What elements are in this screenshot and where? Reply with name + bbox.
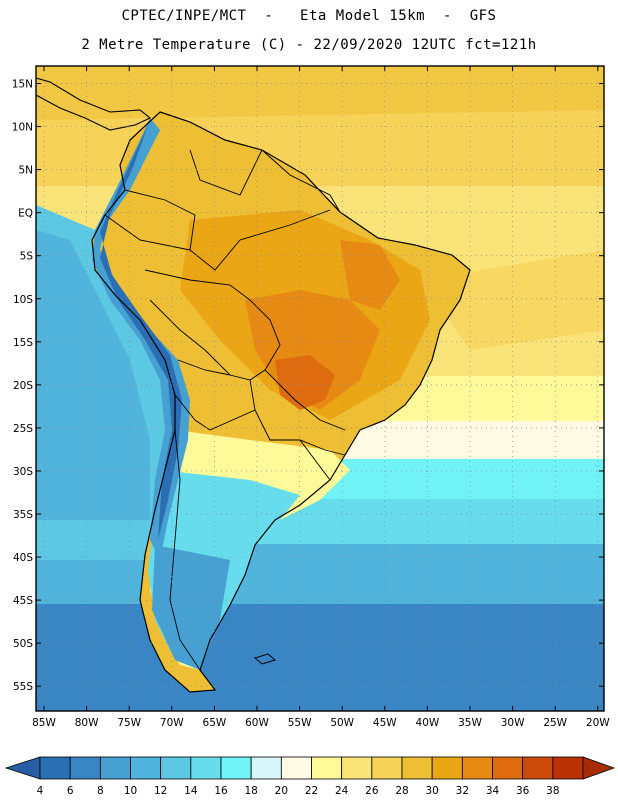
lat-label: 5N (18, 165, 33, 177)
lon-label: 80W (75, 717, 99, 729)
colorbar-swatch (522, 756, 554, 780)
temperature-field (36, 66, 604, 711)
colorbar-label: 18 (244, 785, 257, 797)
colorbar-swatch (39, 756, 71, 780)
chart-title-line-2: 2 Metre Temperature (C) - 22/09/2020 12U… (81, 37, 537, 53)
colorbar-label: 24 (335, 785, 349, 797)
lat-label: 50S (13, 638, 33, 650)
colorbar-swatch (371, 756, 403, 780)
colorbar-label: 26 (365, 785, 379, 797)
lon-label: 70W (160, 717, 184, 729)
colorbar-swatch (280, 756, 312, 780)
colorbar-label: 10 (124, 785, 137, 797)
mato-grosso-hottest-zone (275, 355, 335, 410)
country-borders (104, 149, 346, 671)
longitude-axis: 85W 80W 75W 70W 65W 60W 55W 50W 45W 40W 35W 30W 25W 2… (32, 66, 610, 729)
lat-label: 15S (13, 337, 33, 349)
pacific-colder-water (36, 230, 150, 520)
latitude-axis: 15N 10N 5N EQ 5S 10S 15S 20S 25S 30S 35S 40S 45S 50S 5… (12, 79, 604, 693)
colorbar-label: 8 (97, 785, 104, 797)
colorbar-label: 36 (516, 785, 530, 797)
chart-title-line-1: CPTEC/INPE/MCT - Eta Model 15km - GFS (121, 8, 497, 24)
lat-label: 20S (13, 380, 33, 392)
caribbean-warm-area (36, 66, 604, 120)
lon-label: 45W (373, 717, 397, 729)
lat-label: 45S (13, 595, 33, 607)
colorbar-label: 12 (154, 785, 167, 797)
coastline (91, 111, 471, 693)
temperature-colorbar: 4 6 8 10 12 14 16 18 20 22 24 26 28 30 32 34 36 38 (4, 756, 616, 797)
central-america-coastline (36, 77, 152, 131)
colorbar-label: 32 (456, 785, 469, 797)
lon-label: 25W (543, 717, 567, 729)
colorbar-labels: 4 6 8 10 12 14 16 18 20 22 24 26 28 30 32 34 36 38 (37, 785, 560, 797)
map-frame (35, 65, 605, 712)
andes-cold-strip (92, 118, 190, 560)
lat-label: 30S (13, 466, 33, 478)
colorbar-swatch (492, 756, 524, 780)
band-deep-blue (36, 604, 604, 711)
colorbar-swatch (190, 756, 222, 780)
colorbar-label: 20 (275, 785, 288, 797)
colorbar-label: 38 (546, 785, 559, 797)
colorbar-swatch (461, 756, 493, 780)
andes-high-peaks (100, 125, 182, 540)
colorbar-swatch (431, 756, 463, 780)
colorbar-label: 28 (395, 785, 408, 797)
lat-label: 10N (12, 122, 33, 134)
colorbar-low-arrow (4, 756, 41, 780)
lon-label: 60W (245, 717, 269, 729)
colorbar-label: 4 (37, 785, 44, 797)
colorbar-swatch (130, 756, 162, 780)
lat-label: 10S (13, 294, 33, 306)
temperature-map: 15N 10N 5N EQ 5S 10S 15S 20S 25S 30S 35S 40S 45S 50S 5… (12, 65, 610, 729)
colorbar-swatch (311, 756, 343, 780)
lat-label: 55S (13, 681, 33, 693)
lon-label: 20W (586, 717, 610, 729)
lon-label: 30W (501, 717, 525, 729)
colorbar-swatch (250, 756, 282, 780)
lon-label: 65W (203, 717, 227, 729)
colorbar-label: 14 (184, 785, 198, 797)
colorbar-swatch (69, 756, 101, 780)
lon-label: 40W (416, 717, 440, 729)
colorbar-swatches (4, 756, 616, 780)
falkland-islands (253, 653, 277, 665)
colorbar-label: 30 (425, 785, 438, 797)
lat-label: 35S (13, 509, 33, 521)
lon-label: 55W (288, 717, 312, 729)
colorbar-label: 6 (67, 785, 74, 797)
colorbar-swatch (220, 756, 252, 780)
colorbar-swatch (341, 756, 373, 780)
lon-label: 75W (117, 717, 141, 729)
colorbar-swatch (552, 756, 584, 780)
colorbar-label: 16 (214, 785, 228, 797)
northeast-hot-zone (340, 240, 400, 310)
lon-label: 85W (32, 717, 56, 729)
lat-label: 5S (20, 251, 34, 263)
colorbar-swatch (160, 756, 192, 780)
colorbar-label: 22 (305, 785, 318, 797)
lat-label: 40S (13, 552, 33, 564)
colorbar-high-arrow (582, 756, 616, 780)
lon-label: 35W (458, 717, 482, 729)
lat-label: 25S (13, 423, 33, 435)
colorbar-swatch (99, 756, 131, 780)
lon-label: 50W (330, 717, 354, 729)
colorbar-label: 34 (486, 785, 500, 797)
lat-label: EQ (18, 208, 33, 220)
colorbar-swatch (401, 756, 433, 780)
lat-label: 15N (12, 79, 33, 91)
